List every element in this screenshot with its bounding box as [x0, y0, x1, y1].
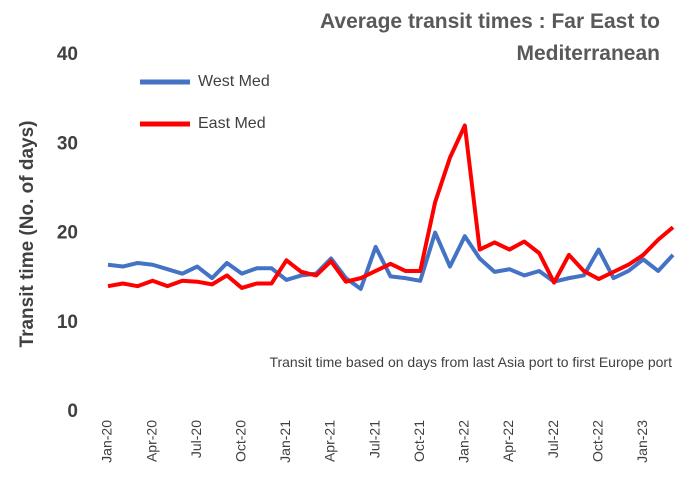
x-tick-label: Apr-21: [322, 420, 338, 462]
x-tick-label: Jan-20: [99, 420, 115, 463]
x-tick-label: Jan-22: [456, 420, 472, 463]
x-tick-label: Jul-22: [545, 420, 561, 458]
chart-title: Average transit times : Far East to Medi…: [320, 10, 660, 65]
y-axis-label: Transit time (No. of days): [17, 121, 38, 348]
legend-label: West Med: [198, 73, 270, 90]
line-series: [107, 230, 675, 291]
x-tick-label: Apr-20: [143, 420, 159, 462]
x-tick-label: Apr-22: [500, 420, 516, 462]
y-tick-label: 30: [57, 133, 78, 154]
x-tick-label: Oct-22: [589, 420, 605, 462]
x-tick-label: Jul-21: [366, 420, 382, 458]
x-tick-label: Jan-21: [277, 420, 293, 463]
annotation: Transit time based on days from last Asi…: [269, 354, 672, 370]
x-tick-label: Oct-20: [233, 420, 249, 462]
y-tick-label: 0: [67, 401, 78, 422]
x-tick-label: Oct-21: [411, 420, 427, 462]
y-tick-label: 20: [57, 223, 78, 244]
y-tick-label: 40: [57, 44, 78, 65]
legend-label: East Med: [198, 115, 266, 132]
line-series: [107, 123, 675, 290]
y-tick-label: 10: [57, 312, 78, 333]
x-tick-label: Jul-20: [188, 420, 204, 458]
x-tick-label: Jan-23: [634, 420, 650, 463]
